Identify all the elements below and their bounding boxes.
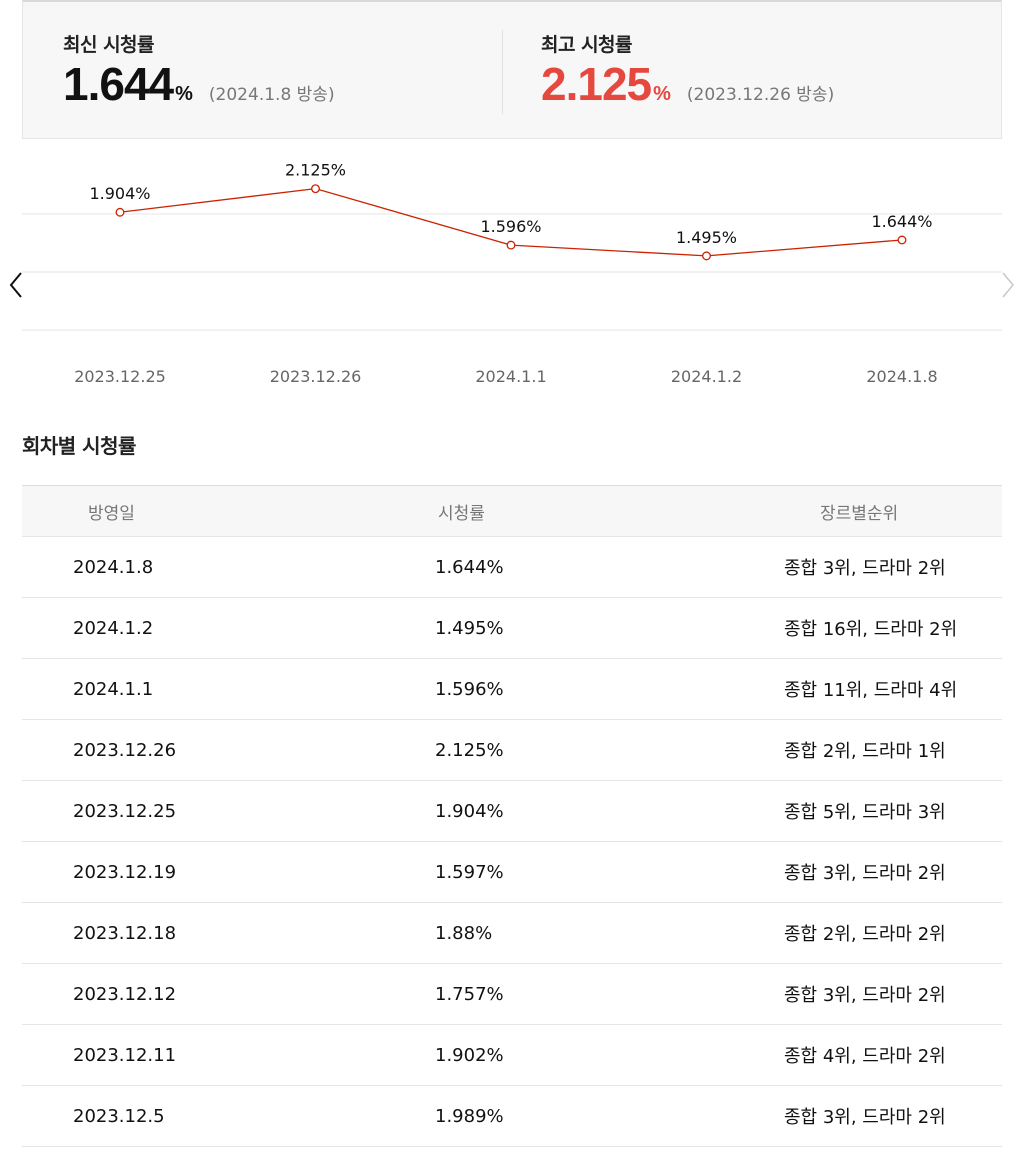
data-point[interactable] — [311, 184, 320, 194]
rank-cell: 종합 16위, 드라마 2위 — [784, 619, 958, 640]
summary-divider — [502, 30, 503, 114]
data-point[interactable] — [506, 240, 516, 250]
rank-cell: 종합 3위, 드라마 2위 — [784, 1107, 946, 1128]
latest-rating-date: (2024.1.8 방송) — [208, 85, 335, 105]
x-tick-label: 2023.12.25 — [74, 367, 166, 386]
data-label: 2.125% — [285, 161, 346, 180]
data-point[interactable] — [702, 251, 711, 261]
date-cell: 2023.12.12 — [73, 983, 177, 1005]
table-row: 2024.1.8 1.644% 종합 3위, 드라마 2위 — [22, 537, 1002, 598]
rating-cell: 1.989% — [435, 1105, 504, 1127]
rating-cell: 1.597% — [435, 861, 504, 883]
rank-cell: 종합 5위, 드라마 3위 — [784, 802, 946, 823]
table-row: 2024.1.2 1.495% 종합 16위, 드라마 2위 — [22, 598, 1002, 659]
date-cell: 2023.12.19 — [73, 861, 177, 883]
date-cell: 2024.1.2 — [73, 617, 154, 639]
table-row: 2023.12.18 1.88% 종합 2위, 드라마 2위 — [22, 903, 1002, 964]
chevron-right-icon[interactable] — [998, 270, 1018, 300]
best-rating-date: (2023.12.26 방송) — [686, 85, 835, 105]
date-cell: 2023.12.11 — [73, 1044, 177, 1066]
rating-cell: 1.88% — [435, 922, 493, 944]
data-label: 1.904% — [89, 184, 150, 203]
table-header: 방영일 시청률 장르별순위 — [22, 485, 1002, 537]
rating-line-chart: 1.904% 2023.12.25 2.125% 2023.12.26 1.596% 20… — [22, 161, 1002, 386]
table-row: 2024.1.1 1.596% 종합 11위, 드라마 4위 — [22, 659, 1002, 720]
table-row: 2023.12.12 1.757% 종합 3위, 드라마 2위 — [22, 964, 1002, 1025]
x-tick-label: 2024.1.1 — [475, 367, 546, 386]
rating-cell: 1.902% — [435, 1044, 504, 1066]
data-label: 1.596% — [480, 217, 541, 236]
episode-ratings-table: 방영일 시청률 장르별순위 2024.1.8 1.644% 종합 3위, 드라마 2… — [22, 485, 1002, 1147]
column-header-date: 방영일 — [88, 503, 135, 524]
table-row: 2023.12.19 1.597% 종합 3위, 드라마 2위 — [22, 842, 1002, 903]
best-rating: 최고 시청률 2.125 % (2023.12.26 방송) — [541, 30, 834, 107]
x-tick-label: 2023.12.26 — [270, 367, 362, 386]
data-label: 1.495% — [676, 228, 737, 247]
table-row: 2023.12.5 1.989% 종합 3위, 드라마 2위 — [22, 1086, 1002, 1147]
table-row: 2023.12.25 1.904% 종합 5위, 드라마 3위 — [22, 781, 1002, 842]
rank-cell: 종합 4위, 드라마 2위 — [784, 1046, 946, 1067]
latest-rating: 최신 시청률 1.644 % (2024.1.8 방송) — [63, 30, 335, 107]
best-rating-value: 2.125 — [541, 58, 652, 110]
data-point[interactable] — [115, 207, 125, 217]
latest-rating-unit: % — [175, 83, 193, 105]
column-header-rank: 장르별순위 — [820, 503, 899, 524]
episode-ratings-title: 회차별 시청률 — [22, 434, 136, 458]
table-row: 2023.12.26 2.125% 종합 2위, 드라마 1위 — [22, 720, 1002, 781]
rank-cell: 종합 3위, 드라마 2위 — [784, 863, 946, 884]
rank-cell: 종합 2위, 드라마 1위 — [784, 741, 946, 762]
rating-cell: 1.757% — [435, 983, 504, 1005]
best-rating-label: 최고 시청률 — [541, 34, 633, 56]
rating-chart: 1.904% 2023.12.25 2.125% 2023.12.26 1.596% 20… — [0, 150, 1024, 400]
rank-cell: 종합 3위, 드라마 2위 — [784, 558, 946, 579]
rank-cell: 종합 3위, 드라마 2위 — [784, 985, 946, 1006]
latest-rating-label: 최신 시청률 — [63, 34, 155, 56]
date-cell: 2024.1.8 — [73, 556, 154, 578]
x-tick-label: 2024.1.8 — [866, 367, 937, 386]
date-cell: 2023.12.26 — [73, 739, 177, 761]
date-cell: 2024.1.1 — [73, 678, 154, 700]
rating-cell: 1.904% — [435, 800, 504, 822]
rank-cell: 종합 11위, 드라마 4위 — [784, 680, 958, 701]
rating-cell: 2.125% — [435, 739, 504, 761]
table-body: 2024.1.8 1.644% 종합 3위, 드라마 2위 2024.1.2 1.495… — [22, 537, 1002, 1147]
rank-cell: 종합 2위, 드라마 2위 — [784, 924, 946, 945]
date-cell: 2023.12.18 — [73, 922, 177, 944]
best-rating-unit: % — [653, 83, 671, 105]
chevron-left-icon[interactable] — [6, 270, 26, 300]
rating-summary: 최신 시청률 1.644 % (2024.1.8 방송) 최고 시청률 2.12… — [22, 0, 1002, 139]
column-header-rating: 시청률 — [438, 503, 485, 524]
rating-cell: 1.596% — [435, 678, 504, 700]
latest-rating-value: 1.644 — [63, 58, 174, 110]
x-tick-label: 2024.1.2 — [671, 367, 742, 386]
date-cell: 2023.12.25 — [73, 800, 177, 822]
data-label: 1.644% — [871, 212, 932, 231]
rating-cell: 1.495% — [435, 617, 504, 639]
date-cell: 2023.12.5 — [73, 1105, 165, 1127]
rating-cell: 1.644% — [435, 556, 504, 578]
table-row: 2023.12.11 1.902% 종합 4위, 드라마 2위 — [22, 1025, 1002, 1086]
data-point[interactable] — [897, 235, 907, 245]
